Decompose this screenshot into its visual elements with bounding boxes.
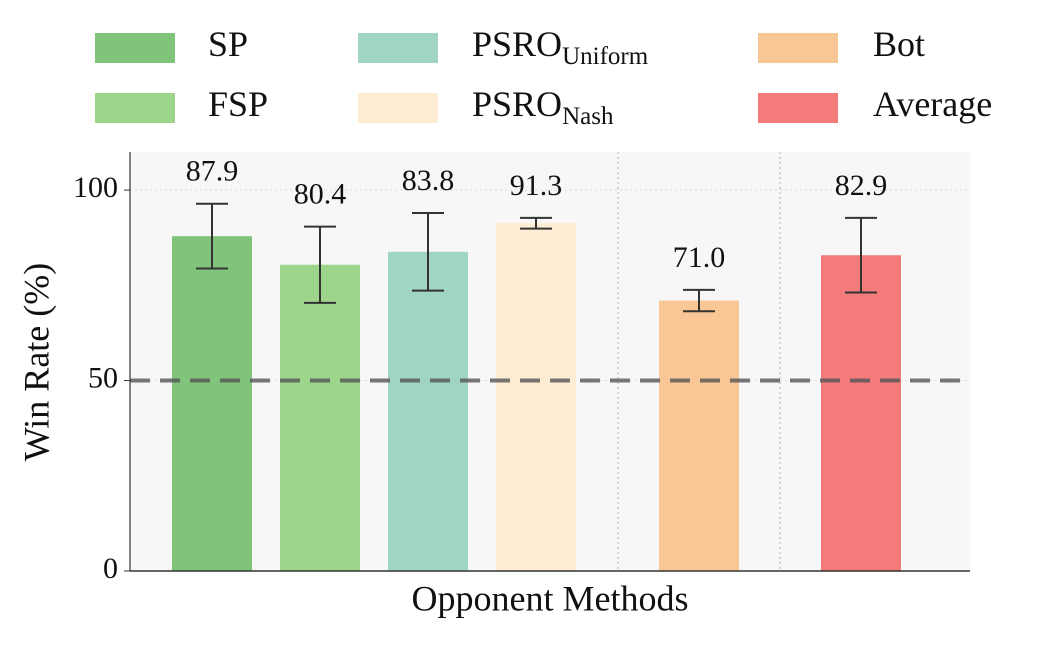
legend-swatch	[95, 33, 175, 63]
legend-label: Bot	[873, 24, 925, 64]
error-bar	[845, 216, 877, 294]
bar	[280, 264, 360, 571]
bar	[821, 255, 901, 571]
x-axis-label: Opponent Methods	[412, 578, 689, 618]
legend-name: PSRO	[472, 84, 562, 124]
error-bar	[683, 288, 715, 313]
value-label: 82.9	[835, 169, 888, 202]
legend-name: Bot	[873, 24, 925, 64]
value-label: 83.8	[402, 164, 455, 197]
y-tick-label: 0	[103, 552, 118, 585]
legend-subscript: Nash	[562, 103, 614, 130]
legend-swatch	[758, 93, 838, 123]
y-axis-label: Win Rate (%)	[16, 263, 56, 461]
error-bar	[304, 225, 336, 304]
legend-subscript: Uniform	[562, 43, 649, 70]
value-label: 71.0	[673, 241, 726, 274]
legend-name: Average	[873, 84, 992, 124]
legend-swatch	[358, 33, 438, 63]
legend-label: Average	[873, 84, 992, 124]
legend-label: PSRONash	[472, 84, 614, 129]
bar	[659, 300, 739, 571]
y-tick-label: 50	[88, 361, 118, 394]
value-label: 91.3	[510, 169, 563, 202]
legend-label: FSP	[208, 84, 268, 124]
legend-name: FSP	[208, 84, 268, 124]
value-label: 87.9	[186, 155, 239, 188]
legend-swatch	[95, 93, 175, 123]
legend-label: PSROUniform	[472, 24, 649, 69]
y-tick-label: 100	[73, 171, 118, 204]
error-bar	[196, 202, 228, 270]
bar	[172, 236, 252, 571]
legend-label: SP	[208, 24, 248, 64]
bar	[388, 251, 468, 571]
bar	[496, 223, 576, 572]
value-label: 80.4	[294, 178, 347, 211]
legend-name: PSRO	[472, 24, 562, 64]
error-bar	[412, 211, 444, 292]
legend-name: SP	[208, 24, 248, 64]
legend-swatch	[758, 33, 838, 63]
legend-swatch	[358, 93, 438, 123]
error-bar	[520, 216, 552, 230]
